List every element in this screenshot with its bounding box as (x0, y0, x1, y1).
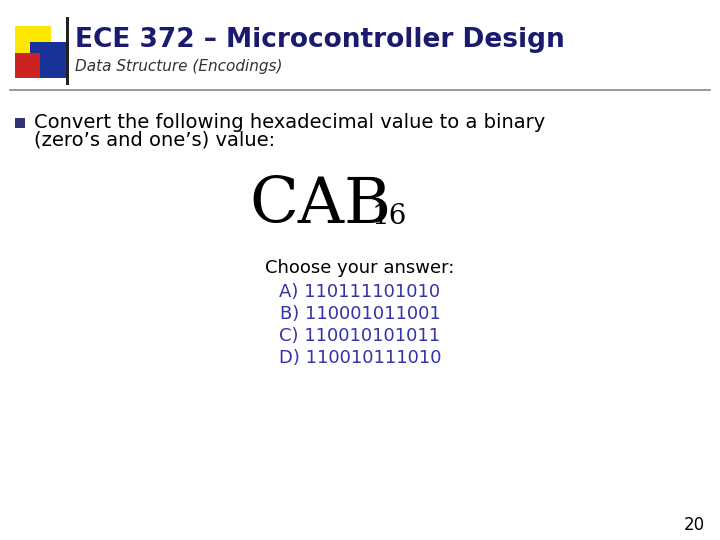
Text: C) 110010101011: C) 110010101011 (279, 327, 441, 345)
Text: D) 110010111010: D) 110010111010 (279, 349, 441, 367)
Text: (zero’s and one’s) value:: (zero’s and one’s) value: (34, 131, 275, 150)
Text: Choose your answer:: Choose your answer: (265, 259, 455, 277)
Text: A) 110111101010: A) 110111101010 (279, 283, 441, 301)
Text: 20: 20 (684, 516, 705, 534)
Text: B) 110001011001: B) 110001011001 (279, 305, 441, 323)
Text: CAB: CAB (249, 174, 391, 235)
Bar (66, 17, 69, 85)
Text: Convert the following hexadecimal value to a binary: Convert the following hexadecimal value … (34, 112, 545, 132)
Text: Data Structure (Encodings): Data Structure (Encodings) (75, 59, 282, 75)
Bar (15, 53, 40, 78)
Bar (30, 42, 66, 78)
Bar (15, 26, 51, 62)
Text: ECE 372 – Microcontroller Design: ECE 372 – Microcontroller Design (75, 27, 564, 53)
Text: 16: 16 (372, 204, 408, 231)
Bar (15, 118, 25, 128)
